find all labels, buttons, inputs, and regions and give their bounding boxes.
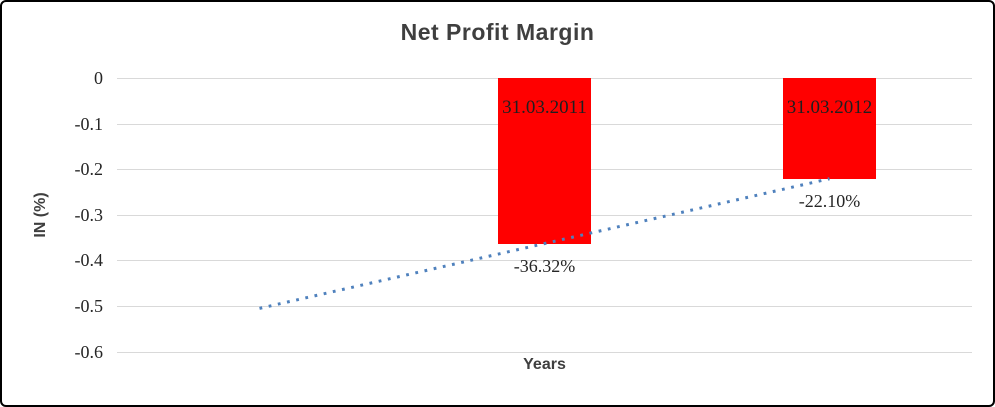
y-tick-label: -0.2 [74,159,104,180]
gridline [117,351,972,353]
bar-category-label: 31.03.2011 [502,97,587,118]
y-tick-label: -0.1 [74,113,104,134]
bar-31.03.2012 [783,78,876,179]
y-tick-label: -0.6 [74,341,104,362]
y-axis-title: IN (%) [32,192,49,238]
y-tick-label: 0 [94,68,103,88]
x-axis-title: Years [523,356,566,373]
gridline [117,305,972,307]
bar-value-label: -36.32% [513,255,576,276]
y-tick-label: -0.5 [74,295,104,316]
y-tick-label: -0.3 [74,204,104,225]
bar-category-label: 31.03.2012 [786,97,873,118]
y-tick-label: -0.4 [74,250,104,271]
bar-value-label: -22.10% [798,190,861,211]
chart-title: Net Profit Margin [400,19,595,45]
